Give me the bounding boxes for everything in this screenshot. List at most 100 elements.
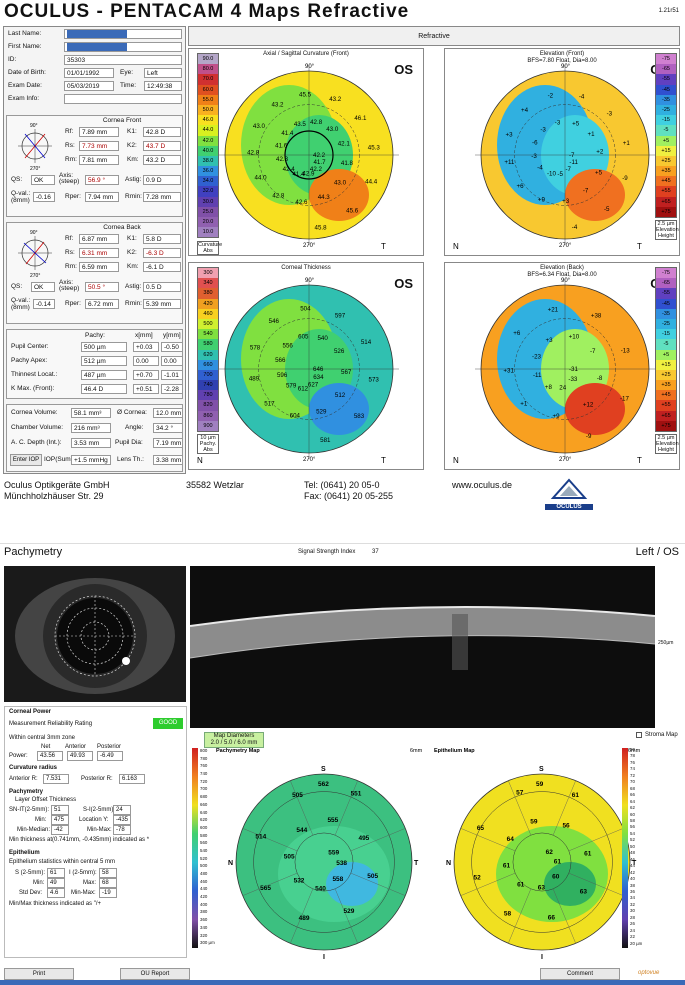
back-km-value: -6.1 D [143,262,181,272]
comment-button[interactable]: Comment [540,968,620,980]
oct-map-value: 61 [584,851,592,858]
oct-scale-tick: 52 [630,837,635,843]
scale-entry: +65 [656,410,676,421]
map-value: 43.2 [271,102,284,109]
nasal-label: N [228,860,233,867]
scale-entry: +65 [656,196,676,207]
taskbar [0,980,685,985]
back-rm-value: 6.59 mm [79,262,119,272]
thinnest-label: Thinnest Locat.: [11,371,58,378]
refractive-header[interactable]: Refractive [188,26,680,46]
map-value: -4 [537,164,543,171]
dob-field[interactable]: 01/01/1992 [64,68,114,78]
company-web[interactable]: www.oculus.de [452,480,513,490]
oct-scale-tick: 520 [200,855,208,861]
oct-map-title: Epithelium Map [434,748,475,754]
epi-min-value: 49 [47,878,65,888]
version-label: 1.21r51 [658,8,679,14]
map-drawing: 90°270°NT42.241.742.242.941.442.442.341.… [197,64,399,251]
id-field[interactable]: 35303 [64,55,182,65]
qs-label: QS: [11,176,23,183]
oct-map-value: 66 [548,914,556,921]
map-value: 567 [341,369,352,376]
map-value: +31 [503,368,514,375]
thinnest-value: 487 µm [81,370,127,380]
map-value: 512 [335,392,346,399]
eye-label: Eye: [120,69,134,76]
enter-iop-button[interactable]: Enter IOP [10,454,42,466]
map-value: 41.6 [275,143,288,150]
oct-title: Pachymetry [4,546,63,558]
stroma-checkbox[interactable] [636,732,642,738]
si-label: S-I(2-5mm): [83,807,115,813]
rf-label: Rf: [65,128,74,135]
company-street: Münchholzhäuser Str. 29 [4,491,104,501]
scale-entry: 32.0 [198,186,218,197]
oct-color-scale [622,748,628,948]
oct-map[interactable]: Pachymetry Map 6mm S I N T 562 559 538 558 540 532 5… [214,744,434,964]
pentacam-map-1[interactable]: Axial / Sagittal Curvature (Front) OS 90° 2… [188,48,424,256]
pupil-center-y: -0.50 [161,342,183,352]
map-value: 526 [334,348,345,355]
oct-scale-tick: 640 [200,809,208,815]
front-rper-value: 7.94 mm [85,192,119,202]
oct-map[interactable]: Epithelium Map 6mm S I N T 59 62 61 60 63 61 61 64 59 5… [432,744,652,964]
redaction-block [67,30,127,38]
pupil-dia-value: 7.19 mm [153,438,183,448]
eye-field[interactable]: Left [144,68,182,78]
front-axis-diagram: 90° 270° [18,123,52,171]
temporal-label: T [414,860,419,867]
anterior-r-value: 7.531 [43,774,69,784]
oct-scale-tick: 660 [200,801,208,807]
location-y-label: Location Y: [79,817,109,823]
cornea-dia-label: Ø Cornea: [117,409,147,416]
epi-min-label: Min: [33,880,45,886]
eye-photo-drawing [15,578,175,694]
print-button[interactable]: Print [4,968,74,980]
oct-color-scale [192,748,198,948]
inferior-label: I [323,954,325,961]
map-value: -9 [586,433,592,440]
back-axis-value: 50.5 ° [85,282,119,292]
exam-date-field[interactable]: 05/03/2019 [64,81,114,91]
min-label: Min: [35,817,47,823]
scale-entry: 20.0 [198,217,218,228]
oct-map-value: 555 [327,817,338,824]
posterior-power-value: -6.49 [97,751,123,761]
ou-report-button[interactable]: OU Report [120,968,190,980]
map-value: +6 [513,330,521,337]
map-value: 604 [290,412,301,419]
map-value: -11 [569,159,578,166]
scale-caption: 10 µm Pachy. Abs [197,434,219,455]
scale-caption-line: Elevation [656,441,679,448]
first-name-field[interactable] [64,42,182,52]
oct-map-value: 505 [367,873,378,880]
oct-scale-tick: 62 [630,805,635,811]
exam-info-field[interactable] [64,94,182,104]
last-name-field[interactable] [64,29,182,39]
pentacam-map-4[interactable]: Elevation (Back) BFS=6.34 Float, Dia=8.00… [444,262,680,470]
oct-scale-tick: 580 [200,832,208,838]
oct-scale-tick: 560 [200,840,208,846]
map-value: 556 [283,342,294,349]
time-field[interactable]: 12:49:38 [144,81,182,91]
map-value: -8 [597,375,603,382]
oct-map-value: 532 [294,877,305,884]
oct-map-value: 551 [351,790,362,797]
layer-header: Layer Offset Thickness [15,797,77,803]
temporal-label: T [381,456,386,465]
acd-label: A. C. Depth (Int.): [11,439,62,446]
map-value: 43.0 [326,126,339,133]
oct-scale-tick: 500 [200,863,208,869]
map-value: 573 [369,376,380,383]
back-rper-value: 6.72 mm [85,299,119,309]
qval-label: Q-val.: (8mm) [11,297,31,311]
net-header: Net [41,744,51,750]
pentacam-map-2[interactable]: Elevation (Front) BFS=7.80 Float, Dia=8.0… [444,48,680,256]
pentacam-map-3[interactable]: Corneal Thickness OS 90° 270° N T 646 634 627 612… [188,262,424,470]
map-title: Elevation (Back) [540,265,584,271]
map-value: 45.3 [368,145,381,152]
axis-label: Axis: (steep) [59,172,80,185]
oct-scale-tick: 66 [630,792,635,798]
curvature-title: Curvature radius [9,765,58,771]
